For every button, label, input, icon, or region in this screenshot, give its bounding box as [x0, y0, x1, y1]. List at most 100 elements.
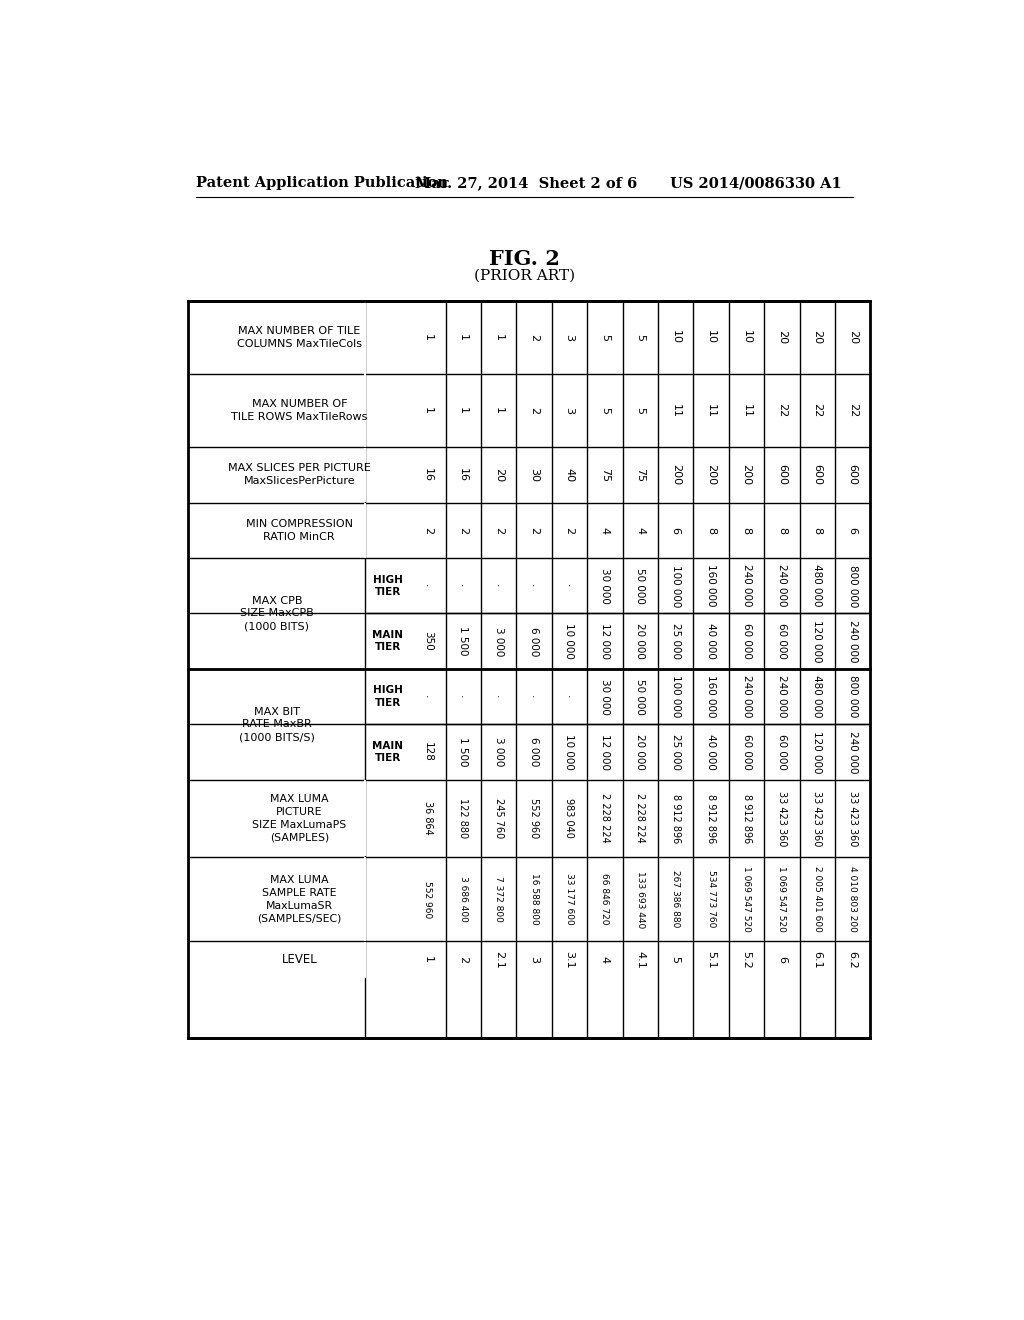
- Text: 1: 1: [458, 334, 468, 341]
- Text: 16 588 800: 16 588 800: [529, 874, 539, 925]
- Text: 60 000: 60 000: [777, 734, 786, 770]
- Text: MIN COMPRESSION
RATIO MinCR: MIN COMPRESSION RATIO MinCR: [246, 519, 353, 541]
- Bar: [365, 942, 366, 978]
- Bar: [188, 301, 870, 1038]
- Text: 200: 200: [741, 465, 752, 486]
- Text: Mar. 27, 2014  Sheet 2 of 6: Mar. 27, 2014 Sheet 2 of 6: [415, 176, 637, 190]
- Text: 22: 22: [777, 404, 786, 417]
- Text: 2: 2: [458, 957, 468, 964]
- Text: 100 000: 100 000: [671, 565, 681, 607]
- Text: 10 000: 10 000: [564, 734, 574, 770]
- Text: MAX LUMA
PICTURE
SIZE MaxLumaPS
(SAMPLES): MAX LUMA PICTURE SIZE MaxLumaPS (SAMPLES…: [252, 795, 346, 842]
- Text: 600: 600: [777, 465, 786, 486]
- Text: .: .: [423, 583, 433, 587]
- Text: 4 010 803 200: 4 010 803 200: [848, 866, 857, 932]
- Text: 6: 6: [777, 957, 786, 964]
- Text: MAX LUMA
SAMPLE RATE
MaxLumaSR
(SAMPLES/SEC): MAX LUMA SAMPLE RATE MaxLumaSR (SAMPLES/…: [257, 875, 341, 924]
- Text: 200: 200: [707, 465, 716, 486]
- Text: 600: 600: [812, 465, 822, 486]
- Text: 33 423 360: 33 423 360: [777, 791, 786, 846]
- Text: 30: 30: [529, 467, 539, 482]
- Text: .: .: [458, 583, 468, 587]
- Text: 983 040: 983 040: [564, 799, 574, 838]
- Text: 22: 22: [848, 404, 858, 417]
- Text: 5: 5: [635, 334, 645, 341]
- Text: 2 005 401 600: 2 005 401 600: [813, 866, 822, 932]
- Text: 20: 20: [494, 467, 504, 482]
- Text: 1: 1: [494, 407, 504, 414]
- Text: 3: 3: [529, 957, 539, 964]
- Text: 16: 16: [423, 467, 433, 482]
- Text: .: .: [529, 583, 539, 587]
- Text: .: .: [529, 694, 539, 698]
- Bar: [365, 375, 366, 446]
- Text: 2 228 224: 2 228 224: [600, 793, 610, 843]
- Text: 552 960: 552 960: [529, 799, 539, 838]
- Text: 6: 6: [671, 527, 681, 533]
- Text: 4: 4: [600, 957, 610, 964]
- Text: 5.2: 5.2: [741, 952, 752, 969]
- Text: 1 500: 1 500: [458, 738, 468, 767]
- Text: MAIN
TIER: MAIN TIER: [372, 741, 403, 763]
- Text: 2: 2: [494, 527, 504, 533]
- Text: 552 960: 552 960: [423, 880, 432, 917]
- Text: 75: 75: [600, 467, 610, 482]
- Text: 1 500: 1 500: [458, 627, 468, 656]
- Text: 6 000: 6 000: [529, 738, 539, 767]
- Bar: [365, 857, 366, 941]
- Text: 350: 350: [423, 631, 433, 651]
- Text: 6: 6: [848, 527, 858, 533]
- Text: 245 760: 245 760: [494, 799, 504, 838]
- Text: HIGH
TIER: HIGH TIER: [373, 574, 402, 597]
- Text: 3 000: 3 000: [494, 627, 504, 656]
- Text: Patent Application Publication: Patent Application Publication: [197, 176, 449, 190]
- Text: 3 686 400: 3 686 400: [459, 876, 468, 923]
- Text: 25 000: 25 000: [671, 623, 681, 659]
- Text: 75: 75: [635, 467, 645, 482]
- Text: 133 693 440: 133 693 440: [636, 870, 645, 928]
- Text: 6 000: 6 000: [529, 627, 539, 656]
- Text: 33 423 360: 33 423 360: [812, 791, 822, 846]
- Text: 4: 4: [600, 527, 610, 533]
- Text: 4.1: 4.1: [635, 952, 645, 969]
- Text: 5: 5: [600, 334, 610, 341]
- Text: 8 912 896: 8 912 896: [671, 793, 681, 843]
- Text: 240 000: 240 000: [848, 731, 858, 774]
- Text: 534 773 760: 534 773 760: [707, 870, 716, 928]
- Text: 5.1: 5.1: [707, 952, 716, 969]
- Text: 50 000: 50 000: [635, 678, 645, 714]
- Text: 8: 8: [707, 527, 716, 533]
- Text: 40 000: 40 000: [707, 734, 716, 770]
- Text: 8 912 896: 8 912 896: [741, 793, 752, 843]
- Text: US 2014/0086330 A1: US 2014/0086330 A1: [671, 176, 843, 190]
- Text: 11: 11: [741, 404, 752, 417]
- Bar: [365, 447, 366, 502]
- Bar: [365, 503, 366, 557]
- Text: 800 000: 800 000: [848, 565, 858, 607]
- Text: 8: 8: [812, 527, 822, 533]
- Text: 6.1: 6.1: [812, 952, 822, 969]
- Text: 1 069 547 520: 1 069 547 520: [777, 866, 786, 932]
- Text: 3: 3: [564, 334, 574, 341]
- Text: MAIN
TIER: MAIN TIER: [372, 630, 403, 652]
- Text: 36 864: 36 864: [423, 801, 433, 836]
- Text: 2: 2: [529, 527, 539, 533]
- Text: 30 000: 30 000: [600, 678, 610, 714]
- Text: 60 000: 60 000: [741, 623, 752, 659]
- Text: MAX BIT
RATE MaxBR
(1000 BITS/S): MAX BIT RATE MaxBR (1000 BITS/S): [239, 706, 314, 742]
- Text: 3.1: 3.1: [564, 952, 574, 969]
- Text: 20: 20: [777, 330, 786, 345]
- Text: 240 000: 240 000: [777, 676, 786, 718]
- Text: 33 177 600: 33 177 600: [565, 874, 573, 925]
- Text: .: .: [564, 694, 574, 698]
- Text: 11: 11: [671, 404, 681, 417]
- Text: MAX NUMBER OF TILE
COLUMNS MaxTileCols: MAX NUMBER OF TILE COLUMNS MaxTileCols: [237, 326, 361, 348]
- Text: 16: 16: [458, 467, 468, 482]
- Text: 4: 4: [635, 527, 645, 533]
- Text: MAX CPB
SIZE MaxCPB
(1000 BITS): MAX CPB SIZE MaxCPB (1000 BITS): [240, 595, 313, 631]
- Text: 7 372 800: 7 372 800: [495, 876, 503, 923]
- Text: 240 000: 240 000: [848, 620, 858, 663]
- Text: 11: 11: [707, 404, 716, 417]
- Text: 5: 5: [671, 957, 681, 964]
- Text: 160 000: 160 000: [707, 565, 716, 607]
